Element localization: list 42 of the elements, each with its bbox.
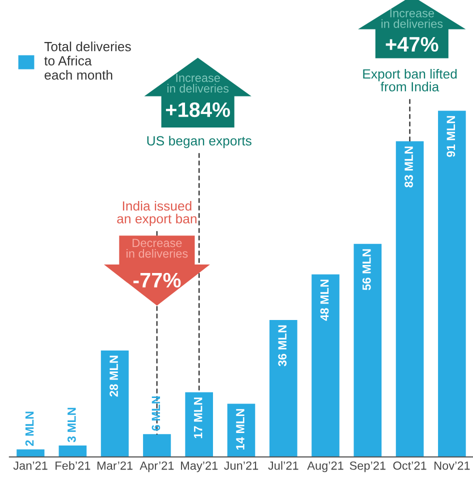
data-label: 56 MLN xyxy=(362,249,371,290)
bar xyxy=(16,449,44,457)
text: +47% xyxy=(386,37,438,52)
data-label: 6 MLN xyxy=(152,396,160,431)
text: Increase in deliveries xyxy=(167,74,229,93)
x-tick-label: Apr’21 xyxy=(140,461,174,472)
x-tick-label: May’21 xyxy=(181,461,218,472)
annotation: Decrease in deliveries xyxy=(126,238,188,258)
x-tick-label: Sep’21 xyxy=(350,461,386,472)
bar xyxy=(269,320,298,457)
annotation: -77% xyxy=(133,272,181,288)
x-tick-label: Jul’21 xyxy=(268,461,298,470)
data-label: 3 MLN xyxy=(67,408,76,442)
annotation: India issued an export ban xyxy=(117,200,196,226)
bar xyxy=(185,392,213,457)
x-tick-label: Mar’21 xyxy=(98,461,132,470)
data-label: 17 MLN xyxy=(194,398,202,438)
x-tick-label: Jan’21 xyxy=(13,461,48,470)
data-label: 48 MLN xyxy=(320,280,329,321)
bar xyxy=(100,350,129,457)
legend-label: Total deliveries to Africa each month xyxy=(44,42,131,80)
x-tick-label: Nov’21 xyxy=(434,461,470,470)
bar xyxy=(396,141,424,457)
data-label: 36 MLN xyxy=(278,325,287,366)
x-tick-label: Feb’21 xyxy=(56,461,90,470)
data-label: 2 MLN xyxy=(25,412,34,446)
x-tick-label: Oct’21 xyxy=(393,461,426,470)
bar xyxy=(438,110,466,457)
text: Increase in deliveries xyxy=(382,9,443,28)
bar xyxy=(143,434,171,457)
bar xyxy=(354,244,382,457)
data-label: 83 MLN xyxy=(404,146,413,188)
x-tick-label: Jun’21 xyxy=(224,461,258,470)
annotation: Export ban lifted from India xyxy=(363,68,457,92)
x-tick-label: Aug’21 xyxy=(307,461,344,472)
bar xyxy=(312,274,340,457)
data-label: 14 MLN xyxy=(236,409,244,450)
data-label: 28 MLN xyxy=(110,356,118,397)
bar xyxy=(58,446,87,457)
annotation: +184% xyxy=(166,102,230,118)
annotation: US began exports xyxy=(147,136,252,148)
data-label: 91 MLN xyxy=(446,116,456,157)
